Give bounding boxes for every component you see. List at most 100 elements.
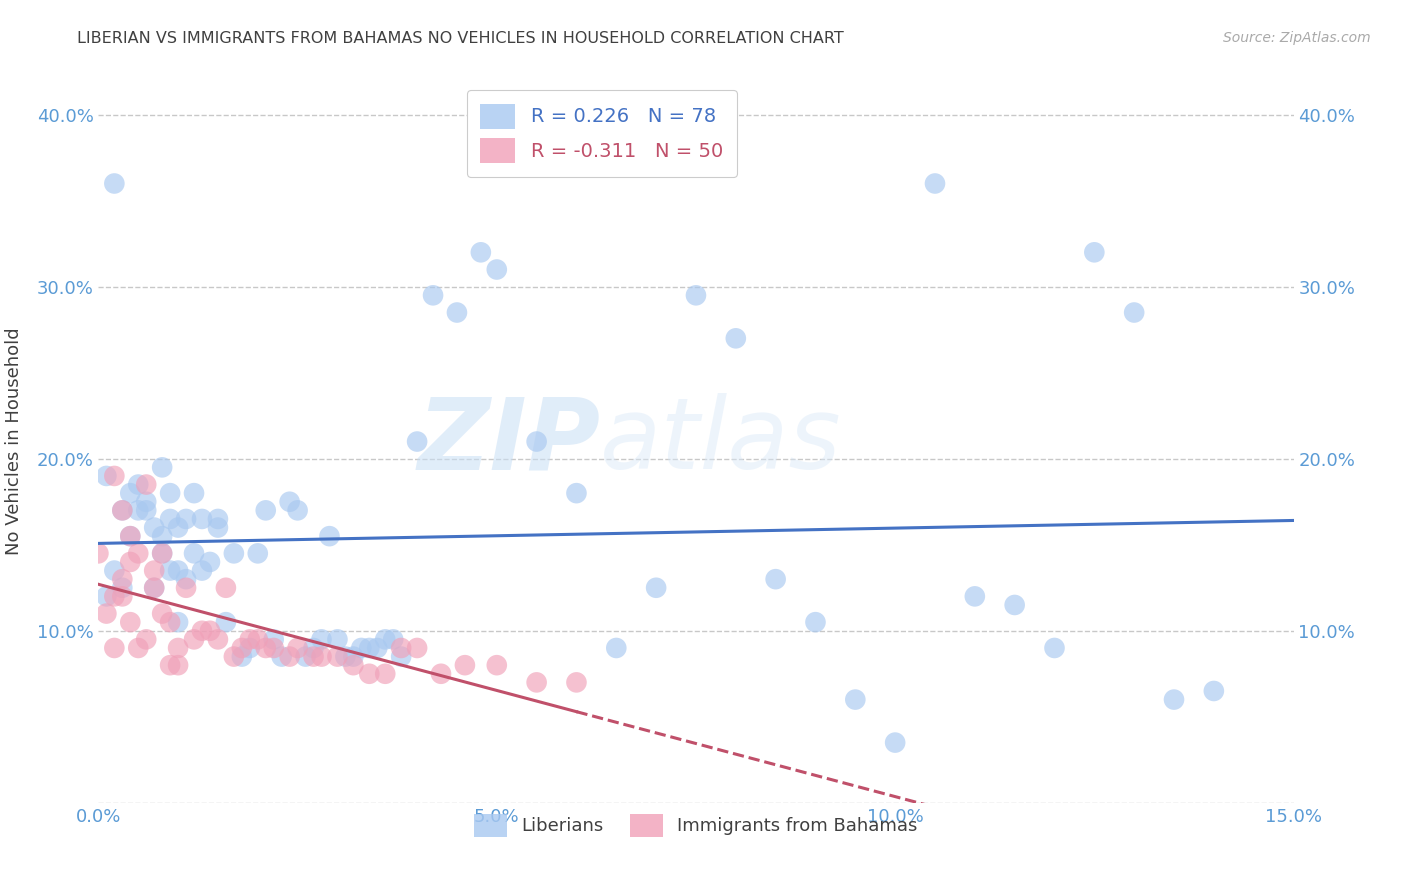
Point: [239, 632, 262, 647]
Point: [804, 615, 827, 630]
Point: [150, 607, 173, 621]
Point: [765, 572, 787, 586]
Point: [485, 658, 508, 673]
Point: [724, 331, 747, 345]
Point: [198, 624, 221, 638]
Point: [215, 615, 238, 630]
Point: [222, 649, 245, 664]
Point: [120, 529, 142, 543]
Point: [198, 555, 221, 569]
Point: [174, 581, 197, 595]
Point: [174, 572, 197, 586]
Point: [318, 529, 340, 543]
Point: [174, 512, 197, 526]
Point: [231, 649, 253, 664]
Point: [963, 590, 986, 604]
Point: [96, 607, 118, 621]
Point: [127, 477, 149, 491]
Point: [167, 520, 190, 534]
Point: [120, 529, 142, 543]
Point: [526, 675, 548, 690]
Point: [191, 512, 214, 526]
Point: [239, 640, 262, 655]
Point: [103, 469, 125, 483]
Point: [127, 546, 149, 560]
Point: [120, 615, 142, 630]
Point: [103, 564, 125, 578]
Point: [326, 632, 349, 647]
Point: [191, 564, 214, 578]
Point: [565, 675, 588, 690]
Point: [111, 503, 134, 517]
Point: [143, 581, 166, 595]
Point: [422, 288, 444, 302]
Point: [685, 288, 707, 302]
Point: [1004, 598, 1026, 612]
Point: [311, 649, 333, 664]
Point: [159, 486, 181, 500]
Point: [103, 177, 125, 191]
Point: [406, 640, 429, 655]
Point: [565, 486, 588, 500]
Point: [342, 658, 364, 673]
Point: [150, 546, 173, 560]
Point: [294, 649, 316, 664]
Point: [287, 640, 309, 655]
Point: [120, 555, 142, 569]
Point: [143, 564, 166, 578]
Point: [924, 177, 946, 191]
Point: [159, 658, 181, 673]
Point: [645, 581, 668, 595]
Point: [191, 624, 214, 638]
Point: [96, 590, 118, 604]
Legend: Liberians, Immigrants from Bahamas: Liberians, Immigrants from Bahamas: [467, 806, 925, 845]
Point: [159, 615, 181, 630]
Point: [183, 486, 205, 500]
Text: atlas: atlas: [600, 393, 842, 490]
Point: [263, 632, 285, 647]
Point: [287, 503, 309, 517]
Point: [374, 666, 396, 681]
Point: [143, 520, 166, 534]
Point: [159, 564, 181, 578]
Point: [135, 494, 157, 508]
Point: [446, 305, 468, 319]
Point: [278, 649, 301, 664]
Point: [183, 632, 205, 647]
Text: ZIP: ZIP: [418, 393, 600, 490]
Point: [167, 615, 190, 630]
Point: [254, 640, 277, 655]
Point: [207, 632, 229, 647]
Point: [270, 649, 292, 664]
Point: [335, 649, 357, 664]
Point: [389, 640, 412, 655]
Point: [485, 262, 508, 277]
Point: [135, 632, 157, 647]
Point: [183, 546, 205, 560]
Point: [96, 469, 118, 483]
Point: [302, 649, 325, 664]
Point: [278, 494, 301, 508]
Point: [207, 520, 229, 534]
Point: [103, 590, 125, 604]
Point: [406, 434, 429, 449]
Point: [366, 640, 388, 655]
Point: [1163, 692, 1185, 706]
Point: [884, 735, 907, 749]
Point: [111, 581, 134, 595]
Point: [311, 632, 333, 647]
Point: [470, 245, 492, 260]
Point: [246, 546, 269, 560]
Point: [246, 632, 269, 647]
Point: [159, 512, 181, 526]
Point: [150, 460, 173, 475]
Point: [87, 546, 110, 560]
Point: [302, 640, 325, 655]
Point: [605, 640, 627, 655]
Point: [215, 581, 238, 595]
Point: [231, 640, 253, 655]
Point: [1043, 640, 1066, 655]
Point: [111, 572, 134, 586]
Point: [150, 546, 173, 560]
Point: [1202, 684, 1225, 698]
